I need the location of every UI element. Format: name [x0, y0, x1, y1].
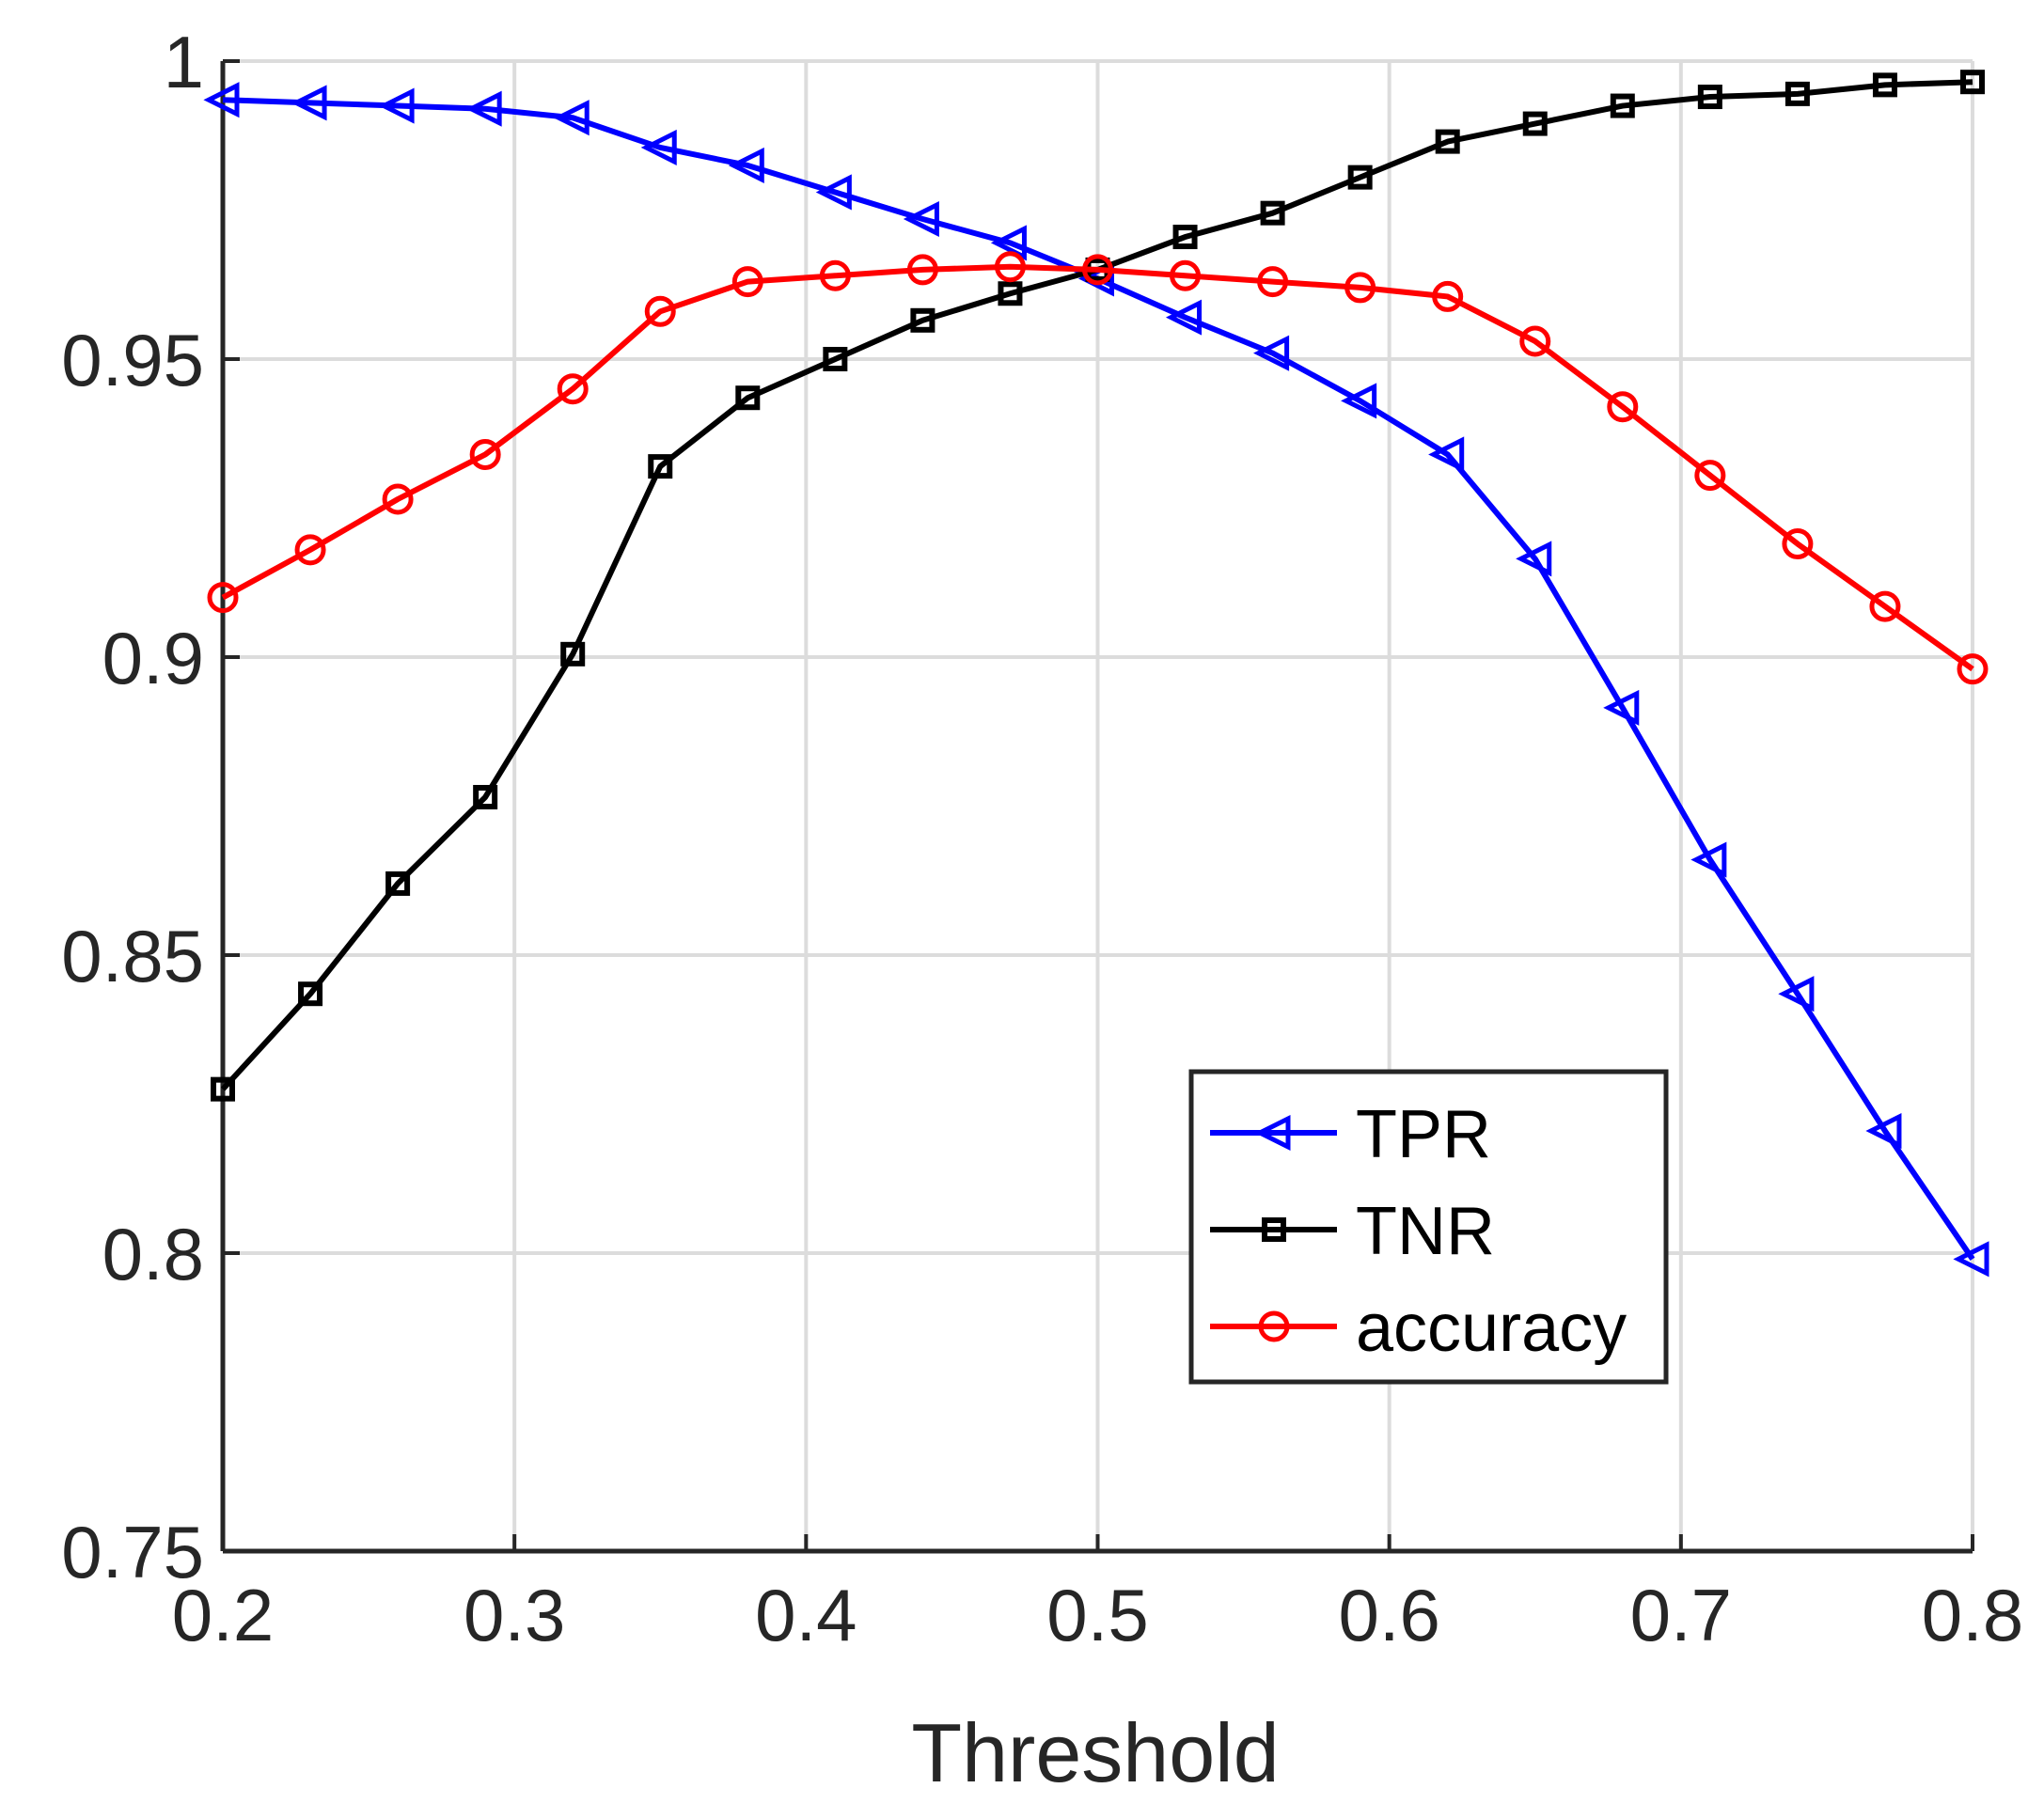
- data-point-accuracy: [1782, 528, 1814, 560]
- data-point-tpr: [291, 85, 327, 121]
- data-point-tnr: [1872, 72, 1897, 98]
- data-point-tpr: [1341, 383, 1377, 419]
- legend-marker: [1254, 1114, 1291, 1152]
- axes: [220, 59, 1974, 1554]
- data-point-accuracy: [382, 483, 414, 515]
- data-point-tpr: [465, 90, 502, 127]
- series-accuracy: [207, 251, 1989, 685]
- data-point-accuracy: [1869, 590, 1901, 622]
- data-point-tpr: [1953, 1241, 1989, 1278]
- data-point-tnr: [648, 454, 673, 479]
- data-point-accuracy: [557, 373, 589, 405]
- data-point-tnr: [998, 281, 1023, 306]
- data-point-accuracy: [731, 266, 763, 298]
- data-point-tpr: [1865, 1112, 1902, 1150]
- data-point-tnr: [1347, 165, 1373, 190]
- data-point-accuracy: [1607, 391, 1639, 423]
- data-point-tnr: [211, 1076, 235, 1102]
- y-tick-label: 0.8: [102, 1213, 204, 1295]
- data-point-tnr: [1172, 225, 1198, 250]
- data-point-tpr: [1603, 689, 1640, 726]
- data-point-tnr: [1435, 129, 1460, 154]
- data-point-tnr: [1785, 81, 1810, 106]
- legend-item-tnr: TNR: [1210, 1194, 1495, 1269]
- data-point-tnr: [385, 871, 411, 896]
- x-tick-label: 0.4: [755, 1574, 857, 1656]
- y-tick-label: 0.75: [61, 1511, 204, 1593]
- data-point-accuracy: [1957, 653, 1989, 685]
- data-point-tnr: [1260, 200, 1285, 226]
- data-point-tpr: [1690, 841, 1727, 878]
- x-tick-label: 0.8: [1922, 1574, 2023, 1656]
- data-point-accuracy: [1519, 325, 1551, 357]
- legend-label: TNR: [1356, 1194, 1495, 1269]
- data-point-accuracy: [1344, 272, 1376, 304]
- data-point-accuracy: [644, 295, 676, 327]
- data-point-accuracy: [1257, 266, 1289, 298]
- data-point-tnr: [735, 385, 761, 411]
- y-tick-label: 0.95: [61, 319, 204, 401]
- data-point-tnr: [560, 641, 586, 667]
- data-point-tpr: [640, 129, 677, 165]
- x-tick-label: 0.7: [1630, 1574, 1732, 1656]
- data-point-tnr: [473, 784, 498, 809]
- legend: TPR TNR accuracy: [1188, 1069, 1669, 1385]
- data-point-tpr: [1253, 335, 1290, 371]
- data-point-accuracy: [469, 438, 501, 470]
- x-tick-label: 0.5: [1046, 1574, 1148, 1656]
- data-point-accuracy: [1694, 460, 1726, 492]
- series-line-accuracy: [221, 263, 1974, 672]
- data-point-tpr: [203, 82, 240, 118]
- legend-item-accuracy: accuracy: [1210, 1291, 1627, 1366]
- data-point-tpr: [378, 87, 415, 124]
- data-point-tnr: [1960, 70, 1985, 95]
- data-point-tpr: [903, 200, 939, 238]
- data-point-tnr: [910, 307, 936, 333]
- data-point-accuracy: [819, 259, 851, 291]
- legend-item-tpr: TPR: [1210, 1097, 1491, 1172]
- y-tick-label: 1: [164, 21, 204, 103]
- data-point-tnr: [298, 981, 323, 1007]
- data-point-accuracy: [1432, 280, 1464, 312]
- data-point-tnr: [1610, 93, 1635, 118]
- data-point-accuracy: [1082, 254, 1113, 286]
- series: [203, 70, 1989, 1278]
- legend-label: TPR: [1356, 1097, 1491, 1172]
- data-point-accuracy: [207, 582, 239, 614]
- y-tick-label: 0.9: [102, 617, 204, 699]
- x-axis-label: Threshold: [911, 1706, 1279, 1799]
- data-point-accuracy: [906, 254, 938, 286]
- x-tick-label: 0.3: [464, 1574, 565, 1656]
- data-point-tpr: [1165, 299, 1203, 336]
- legend-marker: [1258, 1310, 1290, 1342]
- data-point-tpr: [1778, 976, 1815, 1012]
- x-tick-label: 0.6: [1338, 1574, 1439, 1656]
- y-tick-label: 0.85: [61, 915, 204, 997]
- data-point-tpr: [1428, 436, 1465, 473]
- data-point-accuracy: [294, 534, 326, 566]
- legend-marker: [1262, 1217, 1286, 1242]
- series-tpr: [203, 82, 1989, 1278]
- data-point-accuracy: [994, 251, 1026, 283]
- data-point-tpr: [815, 174, 852, 211]
- data-point-tpr: [553, 100, 590, 136]
- tick-labels: 0.2 0.3 0.4 0.5 0.6 0.7 0.8 0.75 0.8 0.85 0.9 0.95 1: [61, 21, 2023, 1656]
- x-tick-label: 0.2: [172, 1574, 274, 1656]
- data-point-accuracy: [1170, 259, 1202, 291]
- data-point-tnr: [1697, 85, 1722, 110]
- legend-label: accuracy: [1356, 1291, 1627, 1366]
- data-point-tpr: [990, 225, 1027, 261]
- data-point-tnr: [1522, 111, 1548, 136]
- data-point-tpr: [1516, 541, 1552, 577]
- data-point-tnr: [823, 347, 848, 371]
- data-point-tpr: [728, 147, 764, 183]
